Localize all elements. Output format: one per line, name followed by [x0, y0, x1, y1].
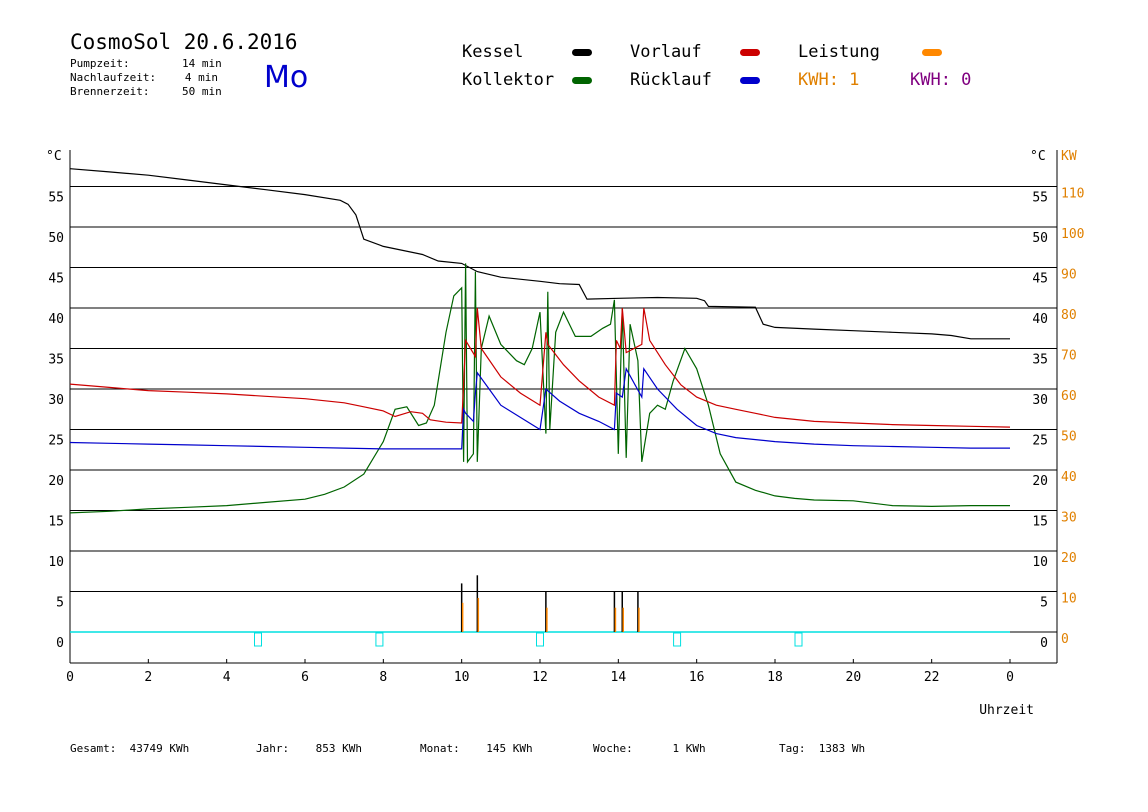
y-axis-label-left: °C: [46, 149, 62, 164]
y-tick-kw: 10: [1061, 592, 1077, 607]
time-marker: [794, 632, 803, 647]
y-tick-left: 25: [48, 434, 64, 449]
y-tick-right: 55: [1032, 191, 1048, 206]
y-tick-kw: 110: [1061, 187, 1084, 202]
y-tick-left: 10: [48, 555, 64, 570]
footer-woche: Woche: 1 KWh: [593, 742, 706, 755]
y-tick-right: 0: [1040, 636, 1048, 651]
y-tick-kw: 40: [1061, 470, 1077, 485]
y-tick-right: 10: [1032, 555, 1048, 570]
time-marker: [375, 632, 384, 647]
y-tick-left: 30: [48, 393, 64, 408]
y-tick-left: 35: [48, 353, 64, 368]
y-tick-kw: 80: [1061, 308, 1077, 323]
x-tick-label: 0: [1006, 670, 1014, 685]
y-tick-left: 0: [56, 636, 64, 651]
y-tick-left: 40: [48, 312, 64, 327]
x-tick-label: 18: [767, 670, 783, 685]
y-tick-kw: 90: [1061, 268, 1077, 283]
legend-kessel: Kessel: [462, 42, 524, 62]
x-tick-label: 8: [379, 670, 387, 685]
y-tick-left: 55: [48, 191, 64, 206]
footer-tag: Tag: 1383 Wh: [779, 742, 866, 755]
footer-monat: Monat: 145 KWh: [420, 742, 533, 755]
y-tick-left: 5: [56, 596, 64, 611]
y-tick-right: 15: [1032, 515, 1048, 530]
x-tick-label: 14: [611, 670, 627, 685]
footer-jahr: Jahr: 853 KWh: [256, 742, 362, 755]
legend-kollektor: Kollektor: [462, 70, 555, 90]
y-axis-label-kw: KW: [1061, 149, 1077, 164]
y-tick-right: 30: [1032, 393, 1048, 408]
time-marker: [254, 632, 262, 647]
x-tick-label: 10: [454, 670, 470, 685]
x-tick-label: 0: [66, 670, 74, 685]
y-tick-right: 50: [1032, 231, 1048, 246]
x-tick-label: 22: [924, 670, 940, 685]
y-tick-right: 45: [1032, 272, 1048, 287]
x-tick-label: 20: [846, 670, 862, 685]
x-tick-label: 6: [301, 670, 309, 685]
legend-kessel-swatch: [572, 49, 592, 56]
legend-leistung-swatch: [922, 49, 942, 56]
chart-title: CosmoSol 20.6.2016: [70, 30, 298, 54]
y-tick-kw: 0: [1061, 632, 1069, 647]
y-tick-left: 45: [48, 272, 64, 287]
legend-kwh-2: KWH: 0: [910, 70, 972, 90]
time-marker: [673, 632, 682, 647]
time-marker: [536, 632, 544, 647]
y-tick-left: 20: [48, 474, 64, 489]
y-tick-right: 20: [1032, 474, 1048, 489]
footer-gesamt: Gesamt: 43749 KWh: [70, 742, 190, 755]
legend-leistung: Leistung: [798, 42, 880, 62]
x-axis-label: Uhrzeit: [979, 703, 1034, 718]
legend-kwh-1: KWH: 1: [798, 70, 860, 90]
y-tick-kw: 50: [1061, 430, 1077, 445]
run-time: Nachlaufzeit: 4 min: [70, 71, 218, 84]
x-tick-label: 4: [223, 670, 231, 685]
legend-vorlauf-swatch: [740, 49, 760, 56]
y-tick-right: 35: [1032, 353, 1048, 368]
y-tick-right: 25: [1032, 434, 1048, 449]
y-tick-kw: 70: [1061, 349, 1077, 364]
y-tick-kw: 100: [1061, 227, 1084, 242]
series-kessel: [69, 168, 1010, 340]
burner-time: Brennerzeit: 50 min: [70, 85, 222, 98]
y-tick-kw: 60: [1061, 389, 1077, 404]
pump-time: Pumpzeit: 14 min: [70, 57, 222, 70]
y-tick-kw: 30: [1061, 511, 1077, 526]
y-tick-left: 50: [48, 231, 64, 246]
x-tick-label: 2: [144, 670, 152, 685]
legend-vorlauf: Vorlauf: [630, 42, 702, 62]
series-kollektor: [69, 263, 1010, 514]
y-axis-label-right: °C: [1030, 149, 1046, 164]
legend-ruecklauf: Rücklauf: [630, 70, 712, 90]
weekday-label: Mo: [264, 60, 309, 95]
y-tick-left: 15: [48, 515, 64, 530]
x-tick-label: 16: [689, 670, 705, 685]
y-tick-kw: 20: [1061, 551, 1077, 566]
x-tick-label: 12: [532, 670, 548, 685]
series-ruecklauf: [69, 366, 1010, 450]
legend-ruecklauf-swatch: [740, 77, 760, 84]
series-vorlauf: [69, 307, 1011, 428]
y-tick-right: 40: [1032, 312, 1048, 327]
y-tick-right: 5: [1040, 596, 1048, 611]
legend-kollektor-swatch: [572, 77, 592, 84]
